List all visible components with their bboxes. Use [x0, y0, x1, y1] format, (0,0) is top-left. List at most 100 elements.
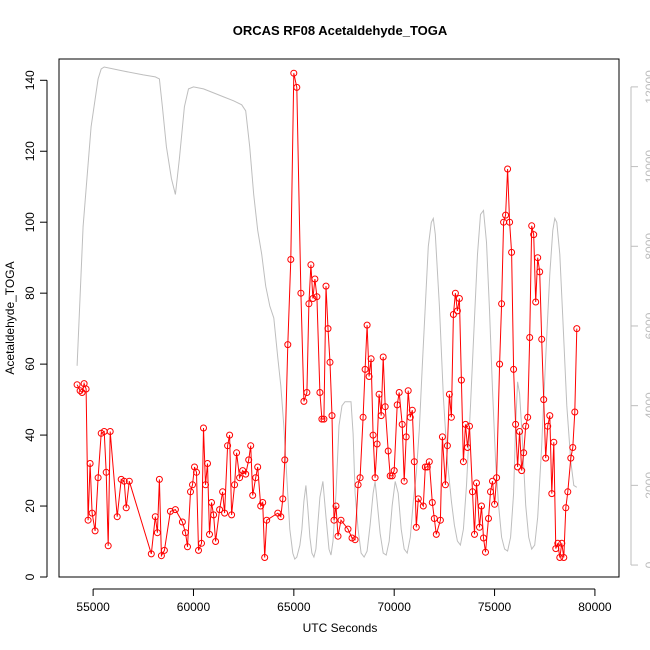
secondary-series-layer: [76, 66, 578, 561]
data-point: [287, 256, 295, 263]
data-point: [496, 360, 504, 368]
data-point: [178, 518, 186, 526]
y2-tick-label: 4000: [643, 392, 650, 419]
data-point: [300, 397, 308, 405]
y2-tick-label: 6000: [643, 312, 650, 339]
y2-axis: 0 2000 4000 6000 8000 10000 12000: [630, 70, 650, 568]
y2-tick-label: 2000: [643, 472, 650, 499]
data-point: [326, 358, 334, 366]
data-point: [471, 530, 478, 538]
data-point: [182, 529, 189, 537]
data-point: [113, 513, 121, 521]
data-point: [219, 488, 227, 496]
data-point: [393, 401, 401, 409]
data-point: [544, 422, 552, 430]
data-point: [447, 413, 455, 421]
data-point: [212, 538, 220, 545]
y2-tick-label: 8000: [643, 233, 650, 260]
data-point: [384, 447, 392, 455]
data-point: [412, 523, 420, 531]
data-point: [155, 475, 163, 483]
x-tick-label: 55000: [76, 600, 110, 614]
data-point: [365, 373, 373, 380]
data-point: [469, 488, 476, 496]
data-point: [332, 502, 340, 510]
data-point: [504, 165, 512, 173]
data-point: [489, 477, 496, 485]
data-point: [236, 474, 244, 482]
plot-frame: [58, 58, 620, 578]
data-point: [303, 389, 311, 396]
data-point: [451, 289, 459, 297]
data-point: [125, 477, 133, 485]
data-point: [247, 442, 255, 450]
data-point: [428, 499, 436, 506]
data-point: [195, 546, 202, 554]
data-point: [344, 525, 352, 533]
data-point: [466, 422, 473, 430]
data-point: [318, 415, 326, 423]
data-point: [567, 454, 575, 462]
primary-series-layer: [73, 69, 581, 561]
data-point: [261, 554, 269, 561]
data-point: [493, 474, 501, 482]
secondary-series-line: [76, 66, 578, 561]
data-point: [369, 431, 377, 439]
data-point: [514, 463, 522, 471]
data-point: [73, 381, 81, 389]
data-point: [78, 389, 86, 396]
data-point: [200, 424, 207, 432]
data-point: [534, 254, 542, 262]
data-point: [436, 516, 444, 524]
data-point: [516, 428, 524, 435]
data-point: [233, 449, 241, 457]
data-point: [313, 293, 321, 301]
data-point: [231, 481, 239, 489]
data-point: [252, 474, 260, 482]
data-point: [88, 509, 96, 517]
data-point: [554, 539, 562, 547]
data-point: [284, 341, 292, 349]
y-tick-label: 60: [23, 357, 37, 371]
data-point: [277, 513, 285, 521]
data-point: [330, 516, 338, 524]
data-point: [506, 218, 514, 226]
data-point: [562, 504, 570, 512]
data-point: [106, 428, 114, 435]
data-point: [375, 390, 383, 398]
data-point: [406, 413, 414, 421]
data-point: [390, 467, 398, 475]
data-point: [482, 548, 489, 556]
data-point: [153, 529, 161, 537]
data-point: [354, 481, 362, 489]
data-point: [328, 412, 336, 420]
data-point: [510, 365, 518, 373]
data-point: [245, 456, 253, 464]
data-point: [573, 325, 581, 333]
data-point: [455, 295, 463, 302]
data-point: [379, 353, 387, 361]
data-point: [478, 502, 485, 510]
x-tick-label: 65000: [277, 600, 311, 614]
data-point: [208, 499, 215, 506]
data-point: [249, 491, 257, 499]
y-tick-label: 20: [23, 499, 37, 513]
data-point: [524, 413, 532, 421]
data-point: [198, 539, 205, 547]
data-point: [464, 444, 471, 451]
data-point: [91, 527, 99, 535]
data-point: [337, 516, 345, 524]
y-tick-label: 80: [23, 286, 37, 300]
data-point: [402, 433, 410, 441]
data-point: [206, 530, 213, 538]
y-tick-label: 140: [23, 70, 37, 90]
data-point: [151, 513, 159, 521]
x-axis-label: UTC Seconds: [303, 621, 378, 635]
data-point: [160, 546, 168, 554]
data-point: [476, 523, 483, 531]
y-axis: 0 20 40 60 80 100 120 140: [23, 70, 48, 580]
data-point: [381, 403, 389, 411]
data-point: [443, 442, 451, 450]
data-point: [82, 385, 90, 393]
